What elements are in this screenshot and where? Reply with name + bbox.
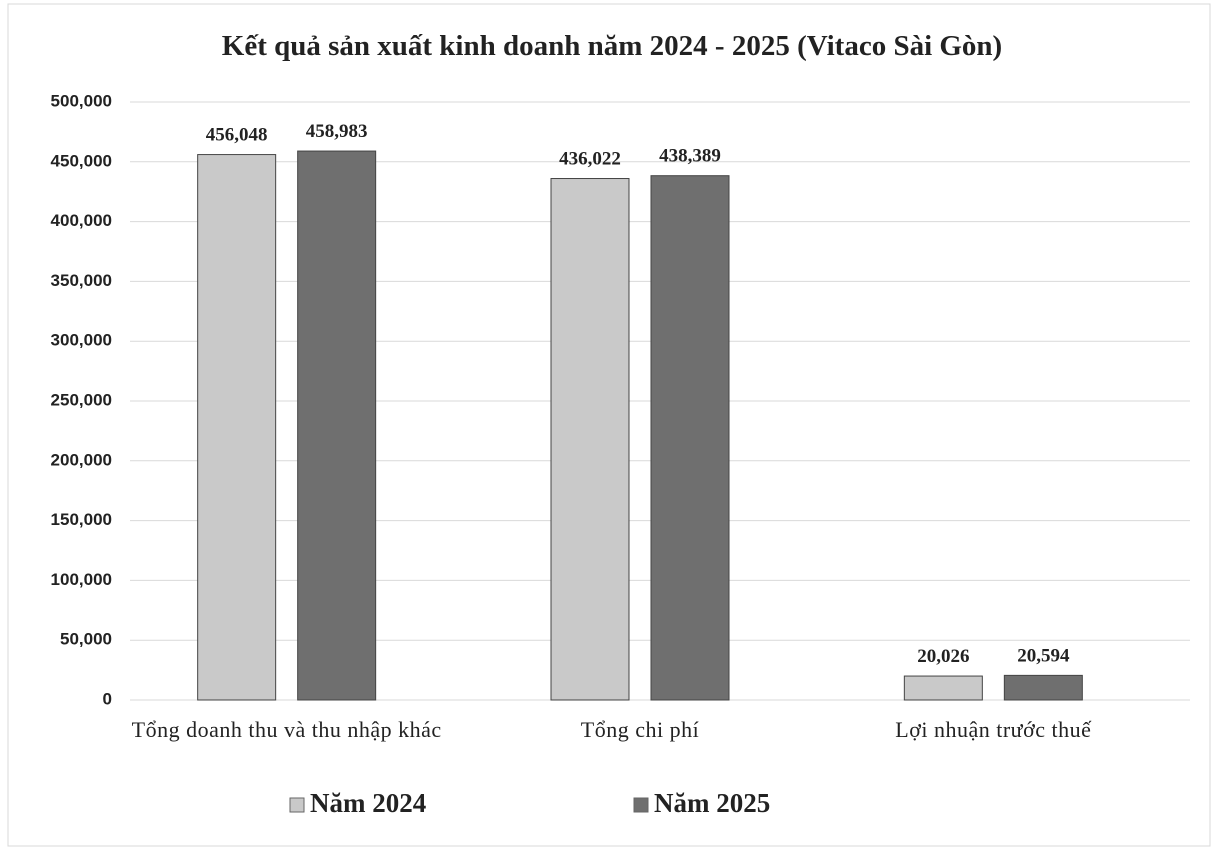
bar <box>903 675 983 701</box>
y-tick-label: 350,000 <box>51 271 112 290</box>
data-label: 20,594 <box>1017 645 1070 666</box>
y-tick-label: 400,000 <box>51 211 112 230</box>
data-label: 436,022 <box>559 149 621 170</box>
data-label: 456,048 <box>206 125 268 146</box>
y-tick-label: 200,000 <box>51 450 112 469</box>
bar <box>197 154 277 701</box>
y-tick-label: 500,000 <box>51 91 112 110</box>
bar <box>650 175 730 701</box>
x-tick-label: Lợi nhuận trước thuế <box>895 717 1092 742</box>
x-tick-label: Tổng chi phí <box>580 717 700 742</box>
legend-swatch <box>289 797 305 813</box>
legend-label: Năm 2024 <box>310 788 426 818</box>
legend-swatch <box>633 797 649 813</box>
y-tick-label: 50,000 <box>60 630 112 649</box>
chart-title: Kết quả sản xuất kinh doanh năm 2024 - 2… <box>222 30 1002 62</box>
y-tick-label: 450,000 <box>51 151 112 170</box>
bar <box>297 150 377 701</box>
y-tick-label: 150,000 <box>51 510 112 529</box>
y-tick-label: 0 <box>103 689 112 708</box>
bar <box>1003 674 1083 701</box>
y-tick-label: 250,000 <box>51 390 112 409</box>
chart-border <box>7 3 1211 847</box>
data-label: 20,026 <box>917 646 969 667</box>
x-tick-label: Tổng doanh thu và thu nhập khác <box>131 717 442 742</box>
y-tick-label: 300,000 <box>51 331 112 350</box>
y-tick-label: 100,000 <box>51 570 112 589</box>
data-label: 458,983 <box>306 121 368 142</box>
legend-label: Năm 2025 <box>654 788 770 818</box>
data-label: 438,389 <box>659 146 721 167</box>
bar <box>550 178 630 701</box>
